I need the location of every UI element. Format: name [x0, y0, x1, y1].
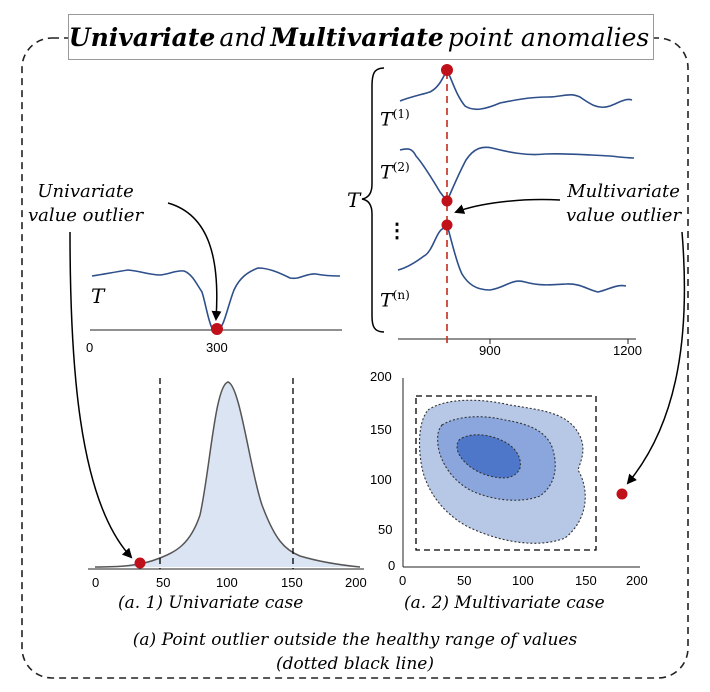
multivariate-series-line-1: [399, 68, 633, 111]
multivariate-arrow-to-scatter: [626, 231, 686, 485]
scatter-x-tick-100: 100: [512, 573, 534, 588]
multivariate-group-label: T: [347, 188, 361, 212]
multivariate-x-tick-1200: 1200: [613, 343, 642, 358]
title-word-multivariate: Multivariate: [270, 22, 444, 52]
series-label-n-index: (n): [392, 288, 410, 302]
density-x-tick-100: 100: [216, 575, 238, 590]
density-x-tick-50: 50: [156, 575, 171, 590]
scatter-chart-title: (a. 2) Multivariate case: [404, 593, 605, 613]
univariate-annotation-line-1: Univariate: [37, 181, 134, 202]
multivariate-outlier-point-1: [441, 64, 453, 76]
density-chart-title: (a. 1) Univariate case: [118, 593, 304, 613]
contour-inner: [456, 434, 521, 479]
scatter-healthy-region: [415, 395, 597, 551]
univariate-annotation-line-2: value outlier: [28, 205, 144, 226]
multivariate-series-label-1: T(1): [380, 107, 410, 130]
scatter-x-tick-50: 50: [457, 573, 472, 588]
scatter-y-tick-100: 100: [370, 472, 392, 487]
scatter-y-tick-150: 150: [370, 422, 392, 437]
multivariate-x-tick-900: 900: [479, 343, 501, 358]
univariate-arrow-to-density: [69, 231, 133, 559]
scatter-x-tick-0: 0: [399, 573, 407, 588]
univariate-x-tick-300: 300: [206, 340, 228, 355]
univariate-x-tick-0: 0: [86, 340, 94, 355]
density-outlier-point: [134, 557, 146, 569]
title-word-rest: point anomalies: [447, 22, 650, 52]
multivariate-series-label-n: T(n): [380, 288, 410, 311]
multivariate-outlier-point-2: [441, 195, 453, 207]
series-label-1-letter: T: [380, 108, 393, 131]
density-x-tick-150: 150: [281, 575, 303, 590]
univariate-annotation-label: Univariate value outlier: [28, 180, 143, 228]
scatter-y-tick-200: 200: [370, 369, 392, 384]
scatter-x-tick-150: 150: [575, 573, 597, 588]
multivariate-ellipsis: ⋮: [387, 218, 407, 242]
multivariate-annotation-line-1: Multivariate: [567, 181, 680, 202]
univariate-outlier-point: [211, 323, 223, 335]
title-word-and: and: [219, 22, 267, 52]
series-label-n-letter: T: [380, 289, 393, 312]
multivariate-annotation-label: Multivariate value outlier: [566, 180, 681, 228]
scatter-chart: [402, 378, 640, 568]
univariate-series-label: T: [91, 284, 105, 308]
multivariate-arrow-to-series: [454, 198, 561, 214]
density-x-tick-0: 0: [92, 575, 100, 590]
multivariate-outlier-point-3: [441, 219, 453, 231]
density-chart: [88, 378, 364, 570]
multivariate-series-label-2: T(2): [380, 160, 410, 183]
scatter-outlier-point: [616, 488, 628, 500]
caption-line-2: (dotted black line): [276, 654, 434, 674]
title-word-univariate: Univariate: [68, 22, 216, 52]
density-curve: [94, 381, 361, 568]
univariate-arrow-to-series: [167, 202, 222, 321]
series-label-2-letter: T: [380, 161, 393, 184]
diagram-title: Univariate and Multivariate point anomal…: [68, 14, 654, 60]
series-label-1-index: (1): [392, 107, 410, 121]
scatter-y-tick-50: 50: [378, 522, 393, 537]
scatter-y-tick-0: 0: [388, 558, 396, 573]
density-x-tick-200: 200: [345, 575, 367, 590]
series-label-2-index: (2): [392, 160, 410, 174]
multivariate-brace: [361, 67, 385, 333]
multivariate-series-line-3: [397, 223, 627, 293]
scatter-x-tick-200: 200: [626, 573, 648, 588]
multivariate-series-line-2: [399, 146, 635, 203]
caption-line-1: (a) Point outlier outside the healthy ra…: [132, 630, 578, 650]
density-fill: [95, 382, 360, 567]
figure-caption: (a) Point outlier outside the healthy ra…: [0, 628, 710, 676]
multivariate-annotation-line-2: value outlier: [566, 205, 682, 226]
